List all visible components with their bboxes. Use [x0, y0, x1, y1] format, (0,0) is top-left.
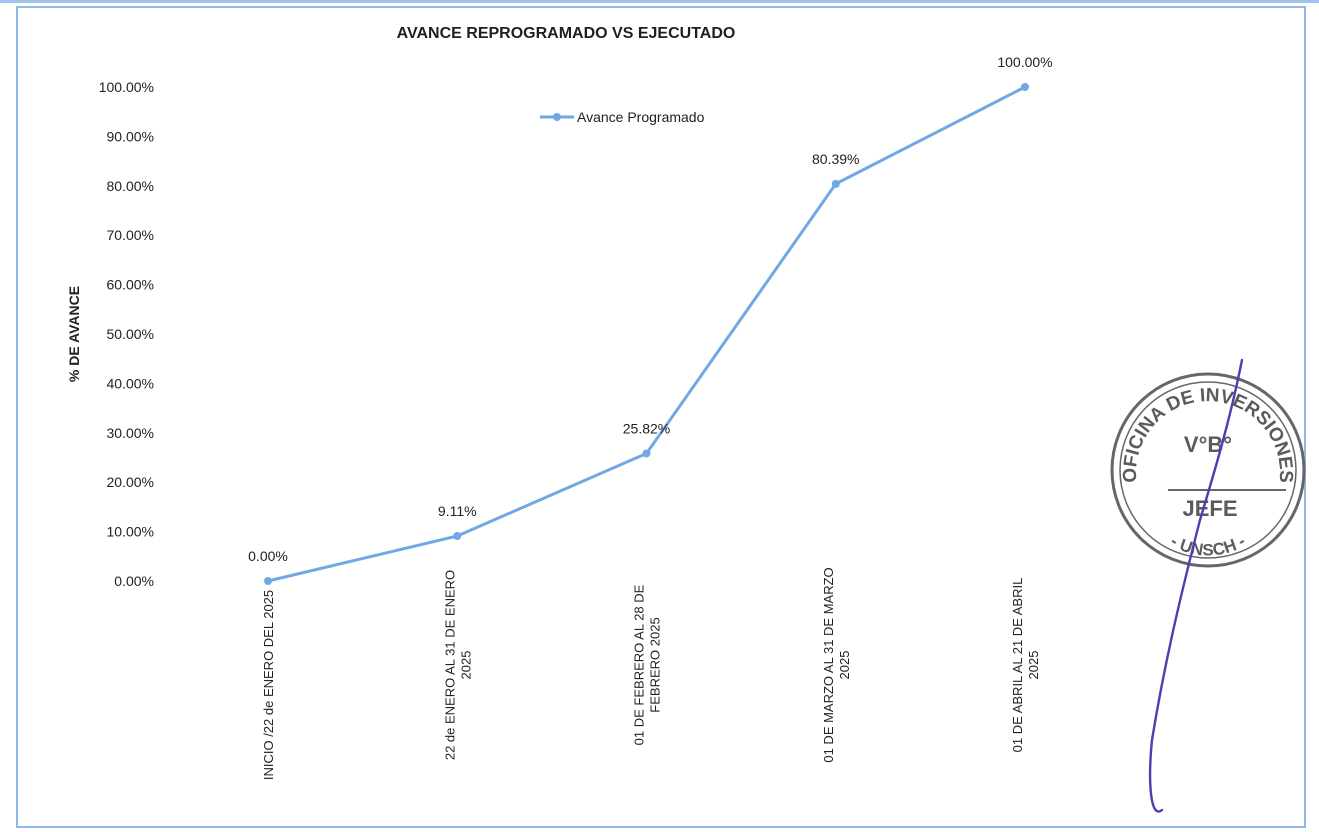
y-tick-label: 10.00%: [107, 524, 154, 540]
x-category-label-line: 01 DE FEBRERO AL 28 DE: [632, 584, 647, 745]
x-category-label-line: 01 DE ABRIL AL 21 DE ABRIL: [1010, 578, 1025, 753]
legend: Avance Programado: [540, 109, 705, 125]
y-tick-label: 70.00%: [107, 227, 154, 243]
x-category-label-line: INICIO /22 de ENERO DEL 2025: [261, 590, 276, 780]
x-category-label: 01 DE FEBRERO AL 28 DE FEBRERO 2025: [632, 584, 663, 745]
x-category-label-line: 2025: [458, 651, 473, 680]
stamp-inner-ring: [1119, 381, 1297, 559]
series-avance-programado: [264, 83, 1029, 585]
x-category-label-line: 01 DE MARZO AL 31 DE MARZO: [821, 567, 836, 762]
x-category-label-line: FEBRERO 2025: [648, 617, 663, 712]
legend-entry-avance-programado: Avance Programado: [577, 109, 705, 125]
y-tick-label: 100.00%: [99, 79, 154, 95]
x-tick-labels: INICIO /22 de ENERO DEL 2025 22 de ENERO …: [261, 567, 1041, 780]
stamp-jefe: JEFE: [1182, 496, 1237, 521]
data-labels: 0.00% 9.11% 25.82% 80.39% 100.00%: [248, 54, 1052, 564]
x-category-label: 01 DE ABRIL AL 21 DE ABRIL 2025: [1010, 578, 1041, 753]
signature-stroke: [1148, 358, 1244, 813]
x-category-label-line: 2025: [1026, 651, 1041, 680]
top-border: [0, 0, 1319, 3]
data-point: [264, 577, 272, 585]
data-point: [642, 449, 651, 458]
y-tick-label: 20.00%: [107, 474, 154, 490]
stamp-bottom-text: - UNSCH -: [1167, 531, 1248, 559]
y-tick-label: 0.00%: [114, 573, 154, 589]
x-category-label-line: 2025: [837, 651, 852, 680]
x-category-label: 01 DE MARZO AL 31 DE MARZO 2025: [821, 567, 852, 762]
data-label: 9.11%: [438, 503, 477, 519]
legend-marker: [553, 113, 561, 121]
data-point: [453, 531, 462, 540]
data-point: [831, 179, 840, 188]
y-tick-label: 50.00%: [107, 326, 154, 342]
y-tick-label: 30.00%: [107, 425, 154, 441]
stamp-outer-ring: [1110, 372, 1306, 568]
official-stamp: OFICINA DE INVERSIONES - UNSCH - V°B° JE…: [1110, 372, 1306, 568]
y-axis-label: % DE AVANCE: [66, 286, 82, 382]
x-category-label: INICIO /22 de ENERO DEL 2025: [261, 590, 276, 780]
data-label: 100.00%: [997, 54, 1052, 70]
y-tick-label: 80.00%: [107, 178, 154, 194]
x-category-label-line: 22 de ENERO AL 31 DE ENERO: [442, 570, 457, 760]
y-tick-label: 40.00%: [107, 375, 154, 391]
chart-frame: [16, 6, 1306, 828]
data-label: 25.82%: [623, 420, 670, 436]
chart-title: AVANCE REPROGRAMADO VS EJECUTADO: [397, 25, 736, 42]
y-tick-labels: 0.00% 10.00% 20.00% 30.00% 40.00% 50.00% 60.00…: [99, 79, 154, 589]
x-category-label: 22 de ENERO AL 31 DE ENERO 2025: [442, 570, 473, 760]
data-point: [1021, 83, 1029, 91]
data-label: 80.39%: [812, 151, 859, 167]
data-label: 0.00%: [248, 548, 288, 564]
y-tick-label: 60.00%: [107, 277, 154, 293]
series-line: [267, 85, 1026, 583]
y-tick-label: 90.00%: [107, 128, 154, 144]
